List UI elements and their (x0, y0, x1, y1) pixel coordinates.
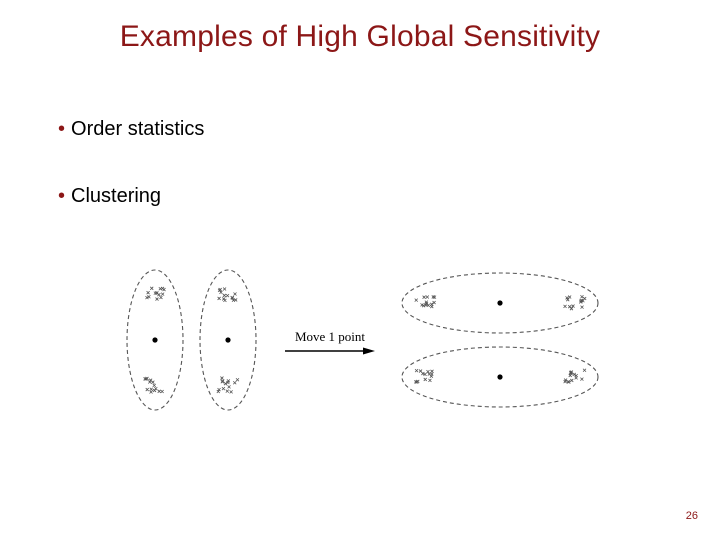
bullet-item: • Order statistics (58, 118, 204, 141)
bullet-text: Order statistics (71, 118, 204, 141)
bullet-dot-icon: • (58, 119, 65, 139)
bullet-item: • Clustering (58, 185, 161, 208)
svg-text:Move 1 point: Move 1 point (295, 329, 365, 344)
clustering-svg: Move 1 point (100, 255, 620, 425)
page-title: Examples of High Global Sensitivity (0, 20, 720, 54)
bullet-dot-icon: • (58, 186, 65, 206)
page-number: 26 (686, 510, 698, 522)
clustering-figure: Move 1 point (100, 255, 620, 425)
bullet-text: Clustering (71, 185, 161, 208)
